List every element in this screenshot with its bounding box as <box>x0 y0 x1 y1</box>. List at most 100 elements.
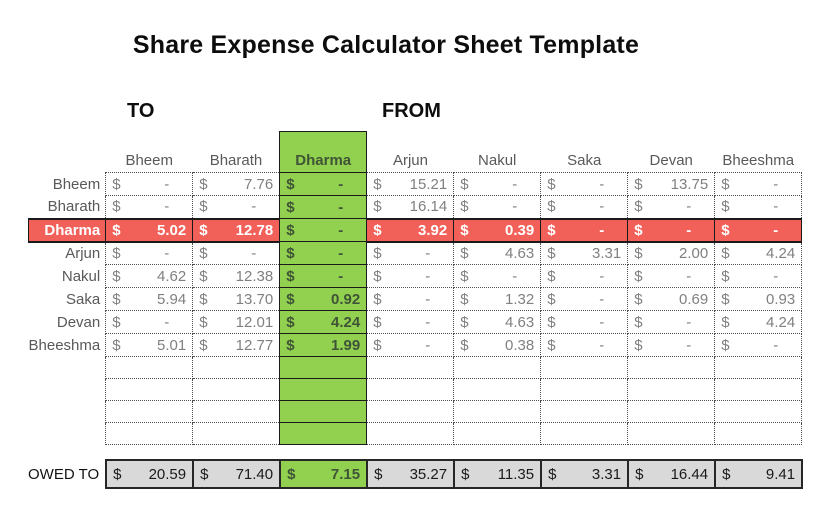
cell-dharma-bheeshma[interactable]: $ - <box>714 217 803 243</box>
cell-bheem-bharath[interactable]: $7.76 <box>192 172 281 196</box>
cell-empty-bheeshma[interactable] <box>714 356 803 379</box>
row-label-dharma[interactable]: Dharma <box>27 217 107 243</box>
cell-dharma-bharath[interactable]: $12.78 <box>192 217 281 243</box>
owed-cell-saka[interactable]: $3.31 <box>540 459 630 489</box>
cell-bharath-dharma[interactable]: $ - <box>279 195 368 219</box>
cell-bharath-arjun[interactable]: $16.14 <box>366 195 455 219</box>
cell-dharma-dharma[interactable]: $ - <box>279 218 368 242</box>
cell-bheeshma-nakul[interactable]: $0.38 <box>453 333 542 357</box>
cell-empty-bheem[interactable] <box>105 422 194 445</box>
cell-nakul-saka[interactable]: $ - <box>540 264 629 288</box>
cell-empty-bharath[interactable] <box>192 422 281 445</box>
cell-empty-devan[interactable] <box>627 356 716 379</box>
cell-bheem-arjun[interactable]: $15.21 <box>366 172 455 196</box>
owed-cell-dharma[interactable]: $7.15 <box>279 459 369 489</box>
cell-nakul-dharma[interactable]: $ - <box>279 264 368 288</box>
cell-empty-bheem[interactable] <box>105 356 194 379</box>
cell-devan-arjun[interactable]: $ - <box>366 310 455 334</box>
cell-devan-bheeshma[interactable]: $4.24 <box>714 310 803 334</box>
cell-bheem-saka[interactable]: $ - <box>540 172 629 196</box>
cell-empty-bheem[interactable] <box>105 400 194 423</box>
cell-devan-nakul[interactable]: $4.63 <box>453 310 542 334</box>
column-header-arjun[interactable]: Arjun <box>392 152 428 169</box>
cell-arjun-bheeshma[interactable]: $4.24 <box>714 241 803 265</box>
cell-empty-dharma[interactable] <box>279 422 368 445</box>
cell-bheem-dharma[interactable]: $ - <box>279 172 368 196</box>
cell-empty-arjun[interactable] <box>366 356 455 379</box>
cell-bheem-devan[interactable]: $13.75 <box>627 172 716 196</box>
cell-nakul-bharath[interactable]: $12.38 <box>192 264 281 288</box>
cell-empty-nakul[interactable] <box>453 378 542 401</box>
row-label-arjun[interactable]: Arjun <box>65 245 101 262</box>
cell-empty-arjun[interactable] <box>366 400 455 423</box>
row-label-nakul[interactable]: Nakul <box>61 267 101 285</box>
cell-saka-arjun[interactable]: $ - <box>366 287 455 311</box>
cell-arjun-nakul[interactable]: $4.63 <box>453 241 542 265</box>
cell-bheeshma-devan[interactable]: $ - <box>627 333 716 357</box>
cell-devan-bheem[interactable]: $ - <box>105 310 194 334</box>
cell-bharath-bheeshma[interactable]: $ - <box>714 195 803 219</box>
row-label-saka[interactable]: Saka <box>66 290 101 308</box>
owed-cell-bheem[interactable]: $20.59 <box>105 459 195 489</box>
cell-empty-bheeshma[interactable] <box>714 378 803 401</box>
cell-empty-nakul[interactable] <box>453 400 542 423</box>
cell-saka-bheem[interactable]: $5.94 <box>105 287 194 311</box>
cell-empty-saka[interactable] <box>540 356 629 379</box>
cell-dharma-nakul[interactable]: $0.39 <box>453 217 542 243</box>
cell-nakul-arjun[interactable]: $ - <box>366 264 455 288</box>
cell-arjun-dharma[interactable]: $ - <box>279 241 368 265</box>
cell-bharath-bharath[interactable]: $ - <box>192 195 281 219</box>
cell-empty-saka[interactable] <box>540 422 629 445</box>
cell-devan-bharath[interactable]: $12.01 <box>192 310 281 334</box>
cell-bharath-nakul[interactable]: $ - <box>453 195 542 219</box>
row-label-bheem[interactable]: Bheem <box>52 175 101 193</box>
cell-empty-arjun[interactable] <box>366 378 455 401</box>
cell-arjun-devan[interactable]: $2.00 <box>627 241 716 265</box>
cell-empty-nakul[interactable] <box>453 422 542 445</box>
cell-dharma-saka[interactable]: $ - <box>540 217 629 243</box>
column-header-bheem[interactable]: Bheem <box>125 152 173 169</box>
column-header-dharma[interactable]: Dharma <box>279 131 368 173</box>
owed-cell-bharath[interactable]: $71.40 <box>192 459 282 489</box>
cell-saka-devan[interactable]: $0.69 <box>627 287 716 311</box>
cell-empty-devan[interactable] <box>627 422 716 445</box>
cell-empty-saka[interactable] <box>540 400 629 423</box>
cell-bheeshma-saka[interactable]: $ - <box>540 333 629 357</box>
cell-bheeshma-bheem[interactable]: $5.01 <box>105 333 194 357</box>
cell-bheem-bheeshma[interactable]: $ - <box>714 172 803 196</box>
column-header-saka[interactable]: Saka <box>567 152 602 169</box>
cell-empty-dharma[interactable] <box>279 356 368 379</box>
cell-dharma-devan[interactable]: $ - <box>627 217 716 243</box>
cell-dharma-bheem[interactable]: $5.02 <box>105 217 194 243</box>
cell-bheeshma-bheeshma[interactable]: $ - <box>714 333 803 357</box>
cell-saka-bharath[interactable]: $13.70 <box>192 287 281 311</box>
cell-nakul-devan[interactable]: $ - <box>627 264 716 288</box>
cell-empty-bharath[interactable] <box>192 400 281 423</box>
owed-cell-nakul[interactable]: $11.35 <box>453 459 543 489</box>
cell-empty-bharath[interactable] <box>192 356 281 379</box>
cell-empty-bheem[interactable] <box>105 378 194 401</box>
cell-devan-devan[interactable]: $ - <box>627 310 716 334</box>
cell-empty-bharath[interactable] <box>192 378 281 401</box>
cell-bharath-saka[interactable]: $ - <box>540 195 629 219</box>
cell-arjun-arjun[interactable]: $ - <box>366 241 455 265</box>
cell-empty-dharma[interactable] <box>279 378 368 401</box>
cell-dharma-arjun[interactable]: $3.92 <box>366 217 455 243</box>
cell-empty-devan[interactable] <box>627 400 716 423</box>
owed-cell-arjun[interactable]: $35.27 <box>366 459 456 489</box>
row-label-devan[interactable]: Devan <box>56 313 101 331</box>
cell-nakul-bheem[interactable]: $4.62 <box>105 264 194 288</box>
cell-saka-nakul[interactable]: $1.32 <box>453 287 542 311</box>
owed-cell-bheeshma[interactable]: $9.41 <box>714 459 804 489</box>
cell-empty-arjun[interactable] <box>366 422 455 445</box>
cell-saka-dharma[interactable]: $0.92 <box>279 287 368 311</box>
cell-devan-dharma[interactable]: $4.24 <box>279 310 368 334</box>
cell-arjun-saka[interactable]: $3.31 <box>540 241 629 265</box>
cell-bheeshma-bharath[interactable]: $12.77 <box>192 333 281 357</box>
cell-empty-saka[interactable] <box>540 378 629 401</box>
cell-nakul-nakul[interactable]: $ - <box>453 264 542 288</box>
cell-saka-bheeshma[interactable]: $0.93 <box>714 287 803 311</box>
column-header-bharath[interactable]: Bharath <box>209 152 263 169</box>
cell-saka-saka[interactable]: $ - <box>540 287 629 311</box>
owed-cell-devan[interactable]: $16.44 <box>627 459 717 489</box>
